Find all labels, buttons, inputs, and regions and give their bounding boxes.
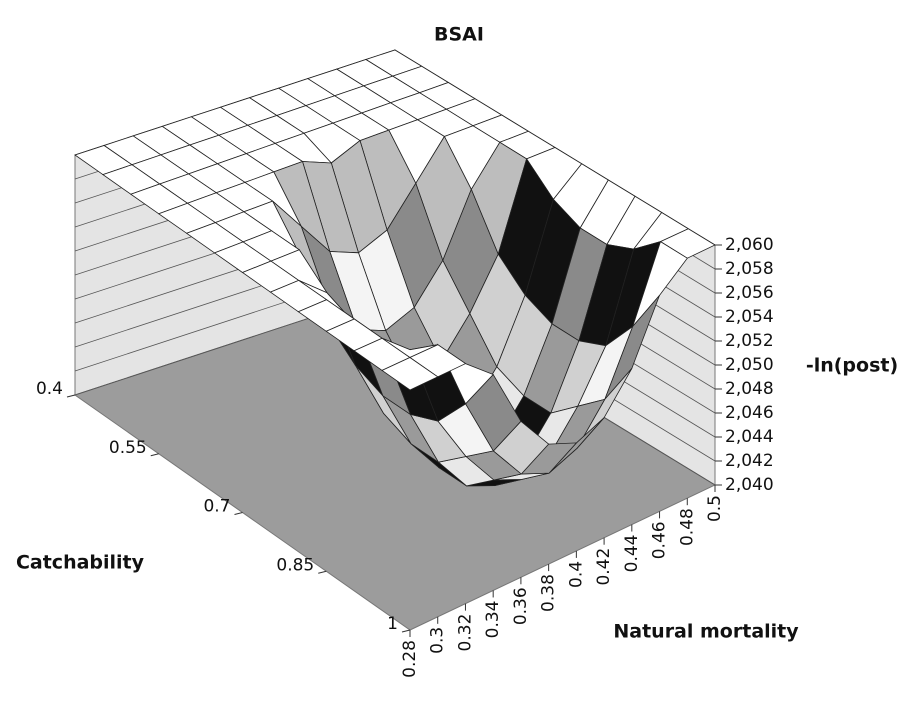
y-tick-label: 0.85	[276, 555, 314, 575]
chart-title: BSAI	[434, 24, 484, 46]
z-tick-label: 2,044	[725, 427, 774, 447]
z-tick-label: 2,040	[725, 475, 774, 495]
x-tick-label: 0.32	[456, 614, 476, 652]
y-tick	[234, 512, 243, 515]
z-tick-label: 2,058	[725, 259, 774, 279]
x-axis-label: Natural mortality	[613, 621, 799, 643]
z-tick-label: 2,052	[725, 331, 774, 351]
y-tick-label: 1	[387, 614, 398, 634]
x-tick-label: 0.34	[483, 601, 503, 639]
z-tick-label: 2,056	[725, 283, 774, 303]
surface-cell	[381, 357, 439, 391]
y-tick	[318, 570, 327, 574]
z-tick-label: 2,046	[725, 403, 774, 423]
z-axis-label: -ln(post)	[806, 355, 898, 377]
x-tick-label: 0.3	[428, 627, 448, 654]
z-tick-label: 2,042	[725, 451, 774, 471]
x-tick-label: 0.42	[594, 548, 614, 586]
y-tick	[401, 629, 411, 633]
y-tick-label: 0.4	[36, 379, 63, 399]
x-tick-label: 0.5	[705, 495, 725, 522]
x-tick-label: 0.46	[650, 521, 670, 559]
x-tick-label: 0.36	[511, 587, 531, 625]
x-tick-label: 0.28	[400, 640, 420, 678]
z-tick-label: 2,060	[725, 235, 774, 255]
y-axis-label: Catchability	[16, 552, 145, 574]
z-tick-label: 2,050	[725, 355, 774, 375]
y-tick-label: 0.7	[203, 497, 230, 517]
x-tick-label: 0.48	[677, 508, 697, 546]
z-tick-label: 2,054	[725, 307, 774, 327]
x-tick-label: 0.4	[566, 561, 586, 588]
y-tick	[66, 394, 76, 398]
y-tick-label: 0.55	[109, 438, 147, 458]
x-tick-label: 0.44	[622, 535, 642, 573]
x-tick-label: 0.38	[539, 574, 559, 612]
y-tick	[150, 453, 159, 457]
z-tick-label: 2,048	[725, 379, 774, 399]
